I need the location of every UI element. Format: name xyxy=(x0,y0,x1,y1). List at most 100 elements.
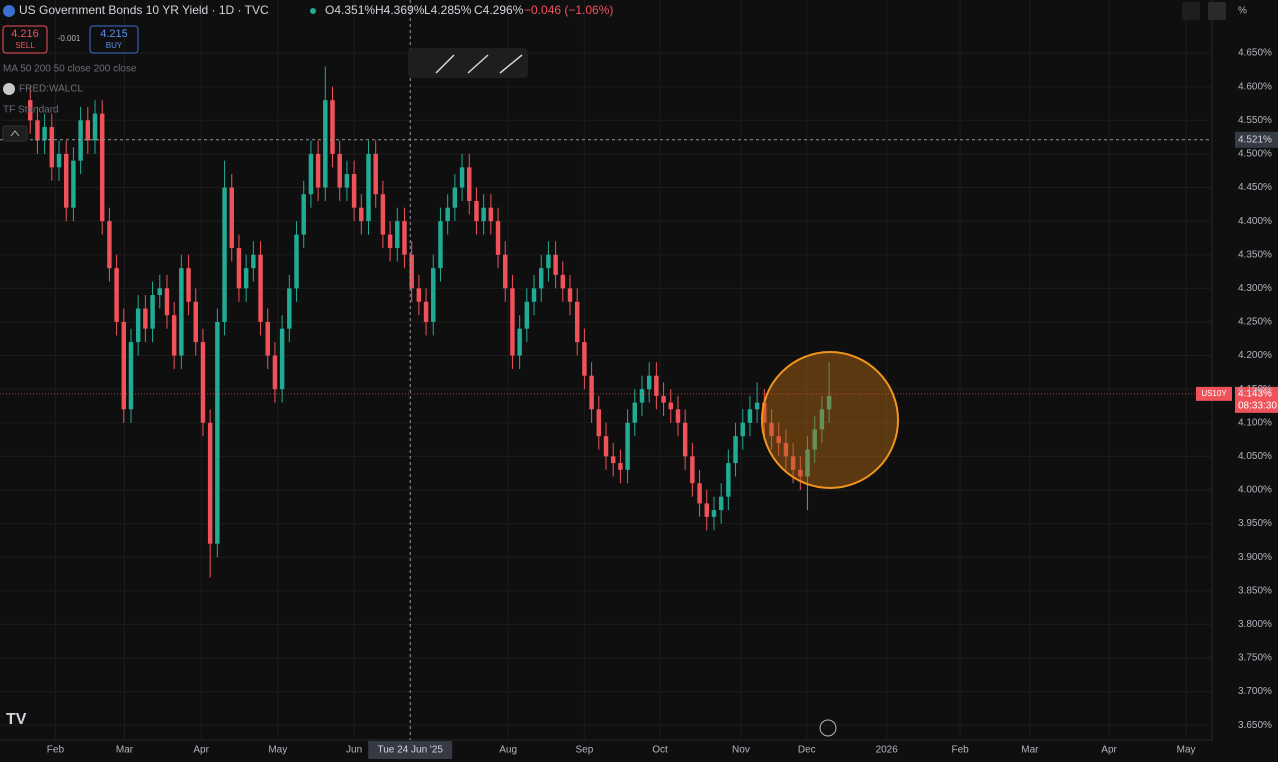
x-tick-label: May xyxy=(1177,745,1196,756)
collapse-button[interactable] xyxy=(2,125,28,142)
candle-body xyxy=(481,207,486,222)
ray-tool[interactable] xyxy=(467,54,489,74)
y-tick-label: 4.600% xyxy=(1238,81,1272,92)
sell-button[interactable] xyxy=(2,25,48,54)
candle-body xyxy=(200,342,206,423)
y-tick-label: 4.550% xyxy=(1238,115,1272,126)
candle-body xyxy=(625,422,630,470)
candle-body xyxy=(416,288,422,302)
x-tick-label: Feb xyxy=(47,745,65,756)
candle-body xyxy=(726,463,731,497)
trend-line-tool[interactable] xyxy=(435,54,455,74)
candle-body xyxy=(92,113,98,141)
candle-body xyxy=(373,153,378,195)
candle-body xyxy=(78,120,83,161)
ohlc-close: C4.296% xyxy=(474,3,524,17)
candle-body xyxy=(402,221,407,255)
candle-body xyxy=(783,442,789,457)
ohlc-open: O4.351% xyxy=(325,3,375,17)
candle-body xyxy=(164,288,170,316)
logo: TV xyxy=(6,711,27,728)
candle-body xyxy=(762,402,767,423)
candle-body xyxy=(618,463,623,470)
candle-body xyxy=(56,153,62,168)
candle-body xyxy=(718,496,724,511)
candle-body xyxy=(330,100,335,154)
candle-body xyxy=(423,301,429,322)
last-price-label: 4.143% xyxy=(1238,389,1272,400)
candles xyxy=(27,66,832,578)
candle-body xyxy=(517,328,522,356)
indicator-label[interactable]: TF Standard xyxy=(3,105,59,116)
spread: -0.001 xyxy=(58,34,81,43)
brush-tool[interactable] xyxy=(499,54,523,74)
candle-body xyxy=(488,207,494,222)
candle-body xyxy=(395,221,400,249)
candle-body xyxy=(538,268,544,289)
candle-body xyxy=(258,254,263,322)
y-tick-label: 4.100% xyxy=(1238,417,1272,428)
candle-body xyxy=(431,268,436,322)
sell-label[interactable]: SELL xyxy=(15,41,35,50)
download-button[interactable] xyxy=(1182,2,1200,20)
candle-body xyxy=(35,120,40,141)
x-tick-label: Mar xyxy=(116,745,134,756)
candle-body xyxy=(690,456,695,484)
x-tick-label: Dec xyxy=(798,745,816,756)
x-tick-label: Sep xyxy=(576,745,594,756)
candle-body xyxy=(143,308,148,329)
candle-body xyxy=(546,254,551,269)
indicator-label[interactable]: FRED:WALCL xyxy=(19,84,84,95)
candle-body xyxy=(438,221,443,269)
status-dot xyxy=(310,8,316,14)
y-tick-label: 4.450% xyxy=(1238,182,1272,193)
crosshair-x-label: Tue 24 Jun '25 xyxy=(377,745,443,756)
x-tick-label: Jun xyxy=(346,745,362,756)
buy-button[interactable] xyxy=(89,25,139,54)
y-tick-label: 4.050% xyxy=(1238,451,1272,462)
candle-body xyxy=(301,194,306,235)
candle-body xyxy=(805,449,810,477)
x-tick-label: Apr xyxy=(1101,745,1117,756)
candle-body xyxy=(826,395,832,410)
buy-price[interactable]: 4.215 xyxy=(100,28,128,40)
y-tick-label: 3.950% xyxy=(1238,518,1272,529)
candle-body xyxy=(452,187,458,208)
candle-body xyxy=(107,221,112,269)
highlight-circle xyxy=(761,351,899,489)
candle-body xyxy=(380,194,386,235)
refresh-button[interactable] xyxy=(1208,2,1226,20)
candle-body xyxy=(574,301,580,343)
candle-body xyxy=(740,422,745,437)
x-tick-label: Feb xyxy=(951,745,969,756)
indicator-label[interactable]: MA 50 200 50 close 200 close xyxy=(3,64,137,75)
candle-body xyxy=(236,248,242,289)
candle-body xyxy=(603,436,609,457)
candle-body xyxy=(510,288,515,356)
sell-price[interactable]: 4.216 xyxy=(11,28,39,40)
candle-body xyxy=(287,288,292,329)
candle-body xyxy=(769,422,774,437)
y-tick-label: 4.400% xyxy=(1238,216,1272,227)
buy-label[interactable]: BUY xyxy=(106,41,123,50)
candle-body xyxy=(567,288,573,302)
candle-body xyxy=(675,409,681,423)
y-tick-label: 3.750% xyxy=(1238,653,1272,664)
candle-body xyxy=(632,402,638,423)
candle-body xyxy=(610,456,616,464)
candle-body xyxy=(251,254,256,269)
candle-body xyxy=(733,436,738,464)
candle-body xyxy=(596,409,602,437)
candle-body xyxy=(366,153,371,222)
x-tick-label: Aug xyxy=(499,745,517,756)
countdown-label: 08:33:30 xyxy=(1238,401,1277,412)
candle-body xyxy=(467,167,472,201)
unit-label[interactable]: % xyxy=(1238,6,1247,17)
crosshair-x-tag xyxy=(368,741,453,759)
symbol-title[interactable]: US Government Bonds 10 YR Yield · 1D · T… xyxy=(19,3,269,17)
replay-icon[interactable] xyxy=(819,719,837,737)
candle-body xyxy=(661,395,666,403)
y-tick-label: 4.000% xyxy=(1238,485,1272,496)
